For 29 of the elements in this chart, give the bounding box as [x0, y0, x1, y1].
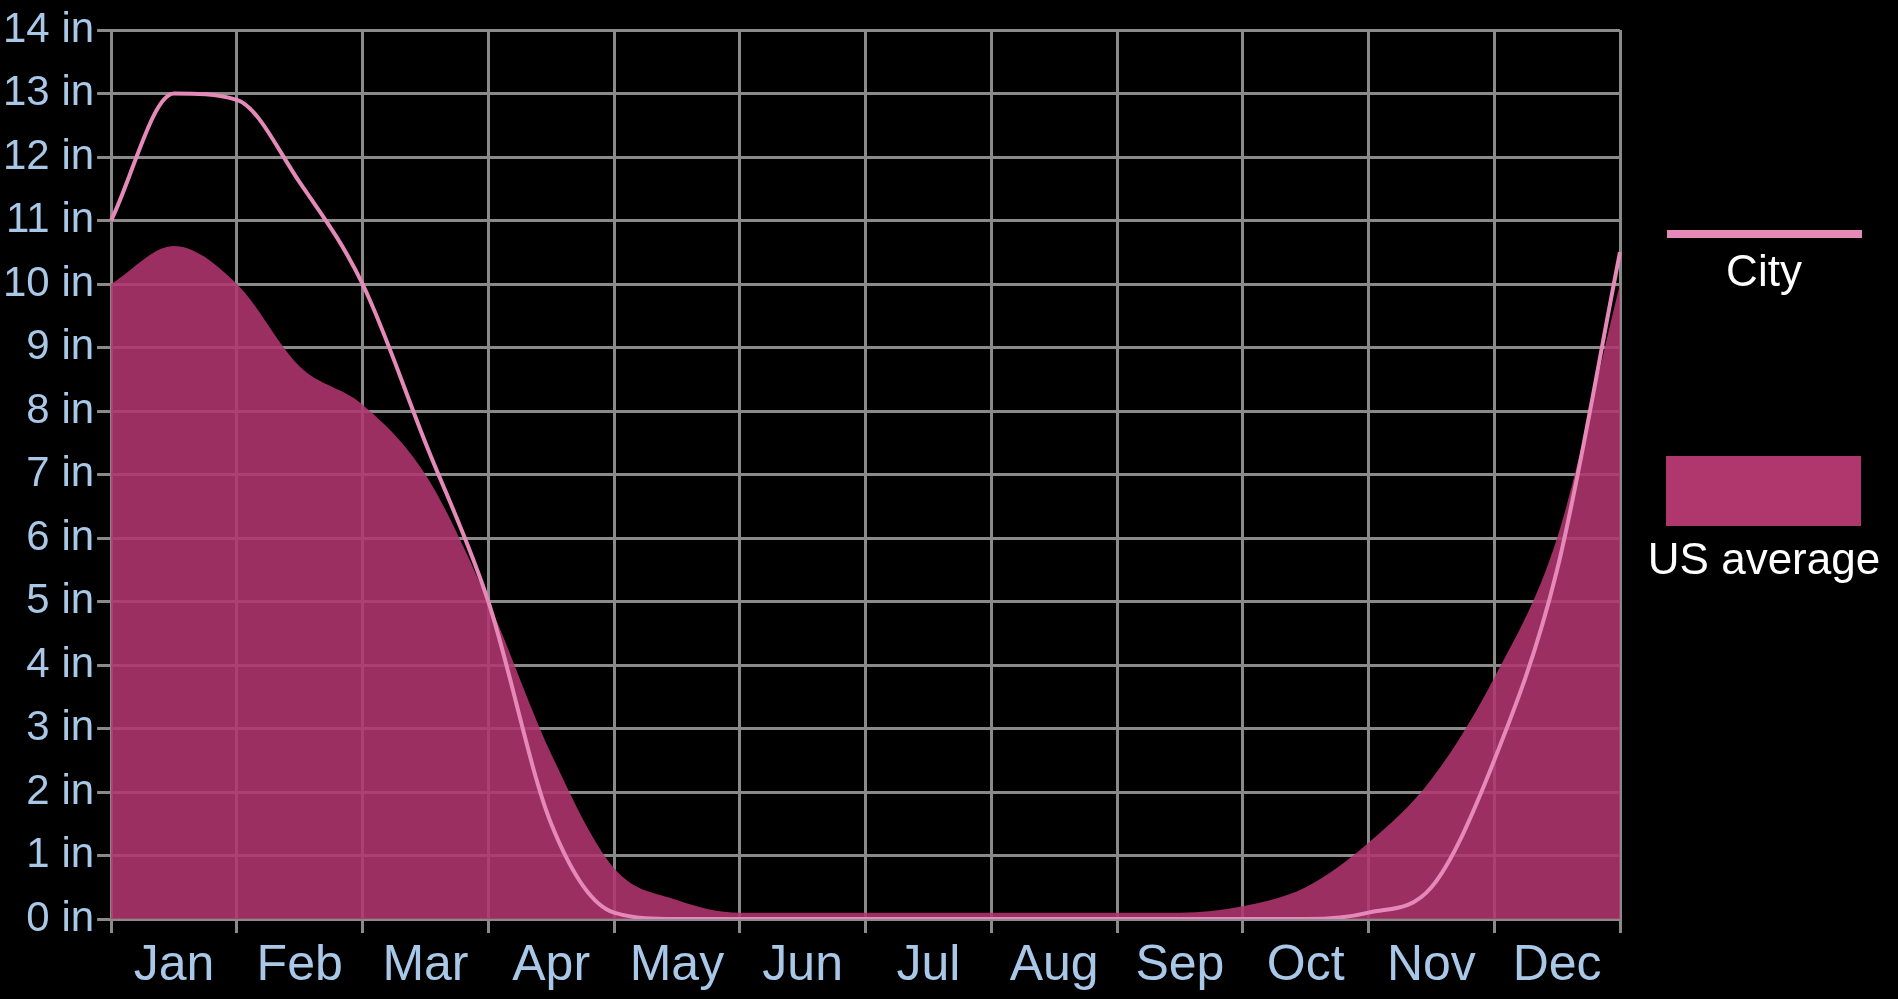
x-tick-label: Sep — [1135, 934, 1225, 991]
y-tick-label: 0 in — [26, 892, 95, 940]
x-tick-label: Feb — [256, 934, 343, 991]
y-tick-label: 4 in — [26, 638, 95, 686]
y-tick-label: 12 in — [3, 130, 95, 178]
y-tick-label: 1 in — [26, 829, 95, 877]
x-tick-label: Oct — [1266, 934, 1345, 991]
legend-label: City — [1726, 246, 1802, 296]
y-tick-label: 10 in — [3, 257, 95, 305]
y-tick-label: 14 in — [3, 3, 95, 51]
y-tick-label: 8 in — [26, 384, 95, 432]
y-tick-label: 6 in — [26, 511, 95, 559]
legend-label: US average — [1647, 534, 1881, 584]
y-tick-label: 9 in — [26, 321, 95, 369]
y-tick-label: 7 in — [26, 448, 95, 496]
x-tick-label: Mar — [382, 934, 469, 991]
y-tick-label: 11 in — [6, 194, 95, 242]
y-tick-label: 2 in — [26, 765, 95, 813]
x-tick-label: Jan — [133, 934, 215, 991]
y-tick-label: 3 in — [26, 702, 95, 750]
x-tick-label: Aug — [1009, 934, 1099, 991]
y-tick-label: 13 in — [3, 67, 95, 115]
x-tick-label: Nov — [1386, 934, 1476, 991]
y-tick-label: 5 in — [26, 575, 95, 623]
x-tick-label: Jul — [896, 934, 961, 991]
x-tick-label: May — [629, 934, 725, 991]
x-tick-label: Apr — [512, 934, 591, 991]
x-tick-label: Dec — [1512, 934, 1602, 991]
x-tick-label: Jun — [762, 934, 843, 991]
